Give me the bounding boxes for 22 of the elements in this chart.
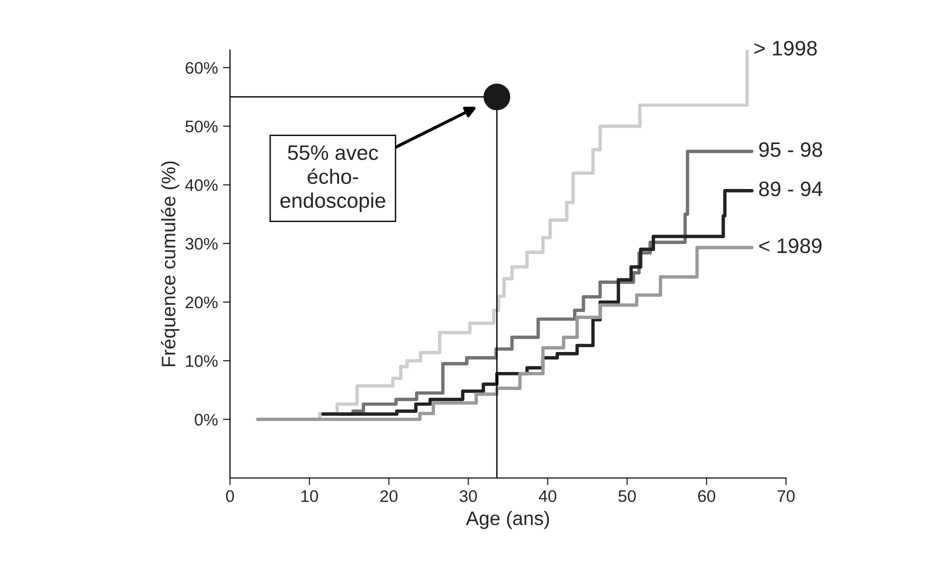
series-label: 95 - 98 <box>759 142 822 158</box>
x-tick-label: 40 <box>538 490 556 502</box>
y-tick-label: 40% <box>185 179 218 192</box>
x-tick-label: 50 <box>618 490 636 502</box>
x-axis-title: Age (ans) <box>466 510 549 530</box>
y-tick-label: 50% <box>186 120 218 132</box>
y-tick-label: 60% <box>186 62 218 74</box>
y-axis-title: Fréquence cumulée (%) <box>160 161 180 366</box>
series-label: 89 - 94 <box>759 182 822 196</box>
annotation: 55% avec écho- endoscopie <box>280 145 386 212</box>
y-tick-label: 30% <box>185 238 218 250</box>
series-label: > 1998 <box>754 40 817 56</box>
x-tick-label: 70 <box>778 490 795 502</box>
y-tick-label: 20% <box>186 296 218 308</box>
x-tick-label: 30 <box>460 490 477 502</box>
x-tick-label: 20 <box>380 490 398 502</box>
x-tick-label: 10 <box>301 490 318 502</box>
y-tick-label: 10% <box>186 355 218 367</box>
x-tick-label: 0 <box>226 490 234 502</box>
y-tick-label: 0% <box>194 414 218 426</box>
series-label: < 1989 <box>759 238 822 254</box>
x-tick-label: 60 <box>698 490 716 502</box>
